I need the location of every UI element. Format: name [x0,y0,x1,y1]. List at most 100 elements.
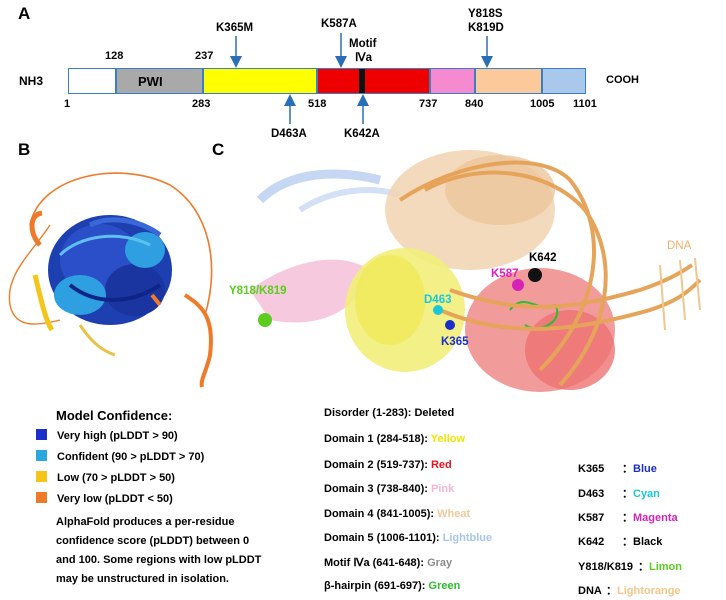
residue-label-d463: D463 [424,294,452,306]
residue-label-k365: K365 [441,336,469,348]
residue-key-color: Cyan [633,488,660,500]
position-label: 518 [308,98,327,110]
c-terminus-label: COOH [606,74,639,86]
domain-key-row: Motif Ⅳa (641-648): Gray [324,556,452,569]
legend-swatch [36,492,47,503]
motif-label: Motif [349,38,377,50]
panel-label-a: A [18,4,31,23]
position-label: 1 [64,98,71,110]
legend-swatch [36,471,47,482]
legend-item: Confident (90 > pLDDT > 70) [36,450,204,464]
residue-key-sep: ： [622,488,633,500]
mutation-label: K642A [344,128,380,140]
motif-label: Ⅳa [355,52,373,64]
domain-key-label: Disorder (1-283): [324,407,415,419]
domain-key-color: Green [428,580,461,592]
domain-key-label: Domain 2 (519-737): [324,459,431,471]
residue-key-row: K365 ：Blue [578,460,657,476]
residue-key-row: D463 ：Cyan [578,485,660,501]
domain-key-color: Gray [427,557,453,569]
residue-key-sep: ： [622,536,633,548]
residue-key-color: Black [633,536,663,548]
residue-key-name: Y818/K819 [578,561,634,573]
position-label: 1005 [530,98,555,110]
legend-swatch [36,450,47,461]
residue-key-color: Lightorange [617,585,681,597]
note-line: AlphaFold produces a per-residue [56,516,235,528]
domain-key-label: β-hairpin (691-697): [324,580,429,592]
residue-key-name: K587 [578,512,605,524]
segment-pwi: PWI [116,68,203,94]
legend-label: Confident (90 > pLDDT > 70) [57,451,205,463]
domain-key-color: Yellow [430,433,466,445]
segment-disorder-1 [68,68,116,94]
residue-key-color: Magenta [633,512,678,524]
domain-key-row: Domain 5 (1006-1101): Lightblue [324,532,492,544]
residue-key-name: K365 [578,463,605,475]
domain-key-label: Domain 5 (1006-1101): [324,532,443,544]
position-label: 1101 [573,98,597,110]
domain-key-label: Domain 3 (738-840): [324,483,431,495]
mutation-label: K819D [468,22,504,34]
note-line: and 100. Some regions with low pLDDT [56,554,262,566]
legend-item: Very low (pLDDT < 50) [36,492,173,506]
mutation-label: K365M [216,22,254,34]
residue-key-row: DNA ：Lightorange [578,582,681,598]
domain-key-label: Motif Ⅳa (641-648): [324,557,428,569]
residue-label-k642: K642 [529,252,557,264]
residue-key-name: K642 [578,536,605,548]
segment-domain-3 [430,68,475,94]
residue-key-sep: ： [606,585,617,597]
legend-label: Low (70 > pLDDT > 50) [57,472,175,484]
domain-key-row: Disorder (1-283): Deleted [324,407,454,419]
mutation-label: Y818S [468,8,503,20]
motif-iva-marker [359,69,365,93]
legend-item: Low (70 > pLDDT > 50) [36,471,175,485]
domain-key-row: Domain 4 (841-1005): Wheat [324,508,470,520]
domain-key-label: Domain 4 (841-1005): [324,508,438,520]
segment-domain-5 [542,68,586,94]
legend-label: Very high (pLDDT > 90) [57,430,178,442]
mutation-arrows [230,33,493,124]
mutation-label: D463A [271,128,307,140]
panel-label-c: C [212,140,225,159]
dna-label: DNA [667,240,692,252]
segment-domain-1 [203,68,317,94]
residue-key-row: Y818/K819 ：Limon [578,558,682,574]
segment-domain-4 [475,68,542,94]
alphafold-structure-image [8,172,213,388]
note-line: may be unstructured in isolation. [56,573,229,585]
position-label: 840 [465,98,484,110]
position-label: 128 [105,50,124,62]
domain-key-color: Wheat [437,508,471,520]
domain-key-color: Red [430,459,452,471]
residue-key-color: Blue [633,463,657,475]
residue-key-sep: ： [638,561,649,573]
domain-key-row: Domain 1 (284-518): Yellow [324,433,465,445]
residue-key-sep: ： [622,463,633,475]
domain-key-row: Domain 3 (738-840): Pink [324,483,454,495]
domain-key-color: Deleted [414,407,455,419]
domain-key-row: Domain 2 (519-737): Red [324,459,452,471]
position-label: 737 [419,98,438,110]
note-line: confidence score (pLDDT) between 0 [56,535,250,547]
pwi-label: PWI [138,74,163,89]
n-terminus-label: NH3 [19,74,44,88]
legend-item: Very high (pLDDT > 90) [36,429,178,443]
residue-key-color: Limon [649,561,682,573]
residue-label-y818-k819: Y818/K819 [229,285,287,297]
position-label: 283 [192,98,211,110]
legend-swatch [36,429,47,440]
domain-key-color: Lightblue [442,532,493,544]
residue-label-k587: K587 [491,268,519,280]
legend-label: Very low (pLDDT < 50) [57,493,173,505]
residue-key-name: DNA [578,585,602,597]
mutation-label: K587A [321,18,357,30]
segment-domain-2 [317,68,430,94]
confidence-note: AlphaFold produces a per-residue confide… [56,513,261,589]
model-confidence-title: Model Confidence: [56,408,173,423]
residue-key-row: K642 ：Black [578,533,662,549]
domain-key-label: Domain 1 (284-518): [324,433,431,445]
domain-key-color: Pink [430,483,455,495]
residue-key-name: D463 [578,488,605,500]
